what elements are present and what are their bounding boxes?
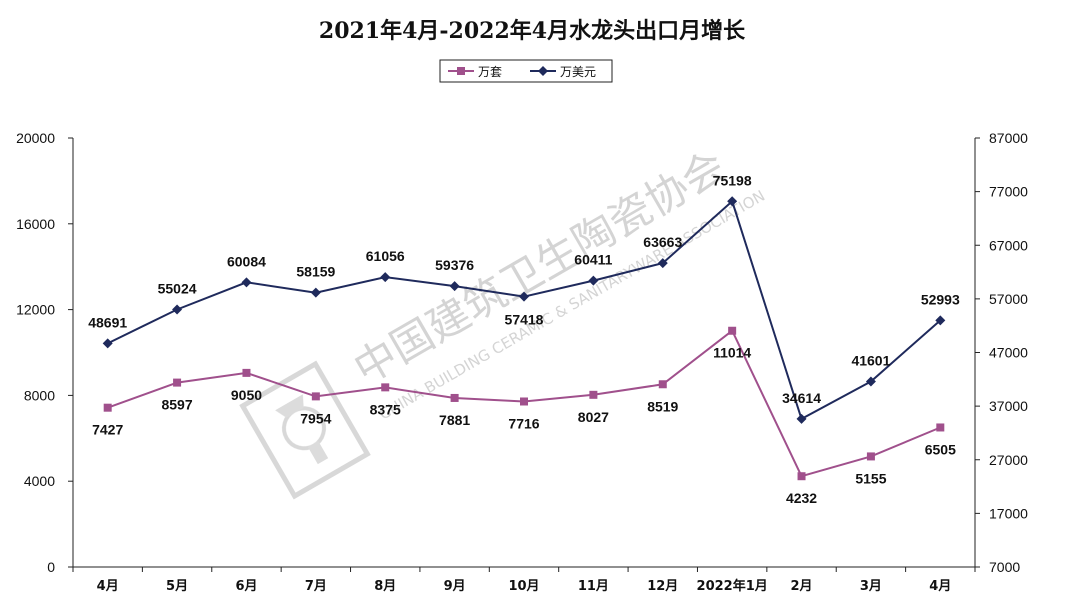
x-tick-label: 2022年1月 bbox=[697, 578, 768, 594]
data-label: 5155 bbox=[855, 470, 886, 486]
data-label: 61056 bbox=[366, 248, 405, 264]
x-tick-label: 5月 bbox=[166, 579, 188, 594]
data-label: 63663 bbox=[643, 234, 682, 250]
series-0-point bbox=[381, 383, 390, 392]
y-left-tick-label: 16000 bbox=[16, 216, 55, 232]
data-label: 60084 bbox=[227, 253, 266, 269]
y-right-tick-label: 7000 bbox=[989, 559, 1020, 575]
series-1-point bbox=[310, 287, 321, 298]
y-left-tick-label: 12000 bbox=[16, 302, 55, 318]
data-label: 59376 bbox=[435, 257, 474, 273]
series-1-point bbox=[935, 315, 946, 326]
x-tick-label: 6月 bbox=[235, 579, 257, 594]
x-tick-label: 2月 bbox=[791, 579, 813, 594]
x-tick-label: 7月 bbox=[305, 579, 327, 594]
data-label: 34614 bbox=[782, 390, 821, 406]
data-label: 58159 bbox=[296, 264, 335, 280]
series-1-point bbox=[865, 376, 876, 387]
y-right-tick-label: 27000 bbox=[989, 452, 1028, 468]
data-labels: 7427 8597 9050 7954 8375 7881 7716 8027 8519 1101… bbox=[88, 172, 960, 506]
data-label: 48691 bbox=[88, 314, 127, 330]
legend-label-1: 万美元 bbox=[560, 65, 596, 79]
x-tick-label: 8月 bbox=[374, 579, 396, 594]
series-0-point bbox=[311, 392, 320, 401]
chart-title: 2021年4月-2022年4月水龙头出口月增长 bbox=[319, 18, 746, 44]
data-label: 57418 bbox=[505, 312, 544, 328]
series-0-point bbox=[173, 378, 182, 387]
data-label: 41601 bbox=[851, 352, 890, 368]
data-label: 4232 bbox=[786, 490, 817, 506]
series-1-point bbox=[657, 258, 668, 269]
legend-marker-1 bbox=[538, 66, 548, 76]
series-1-point bbox=[796, 413, 807, 424]
series-1-point bbox=[519, 291, 529, 302]
data-label: 6505 bbox=[925, 441, 956, 457]
watermark-logo-frame bbox=[239, 360, 371, 500]
y-right-tick-label: 57000 bbox=[989, 291, 1028, 307]
data-label: 75198 bbox=[713, 172, 752, 188]
data-label: 9050 bbox=[231, 387, 262, 403]
series-1-point bbox=[588, 275, 599, 286]
y-right-tick-label: 87000 bbox=[989, 130, 1028, 146]
watermark-logo-mark bbox=[275, 394, 329, 465]
series-0-point bbox=[658, 380, 667, 389]
legend-marker-0 bbox=[457, 67, 465, 75]
y-right-tick-label: 17000 bbox=[989, 505, 1028, 521]
series-0-point bbox=[242, 368, 251, 377]
x-tick-label: 10月 bbox=[508, 579, 539, 594]
series-0-point bbox=[450, 393, 459, 402]
data-label: 8519 bbox=[647, 398, 678, 414]
y-right-tick-label: 77000 bbox=[989, 184, 1028, 200]
series-1-point bbox=[241, 277, 252, 288]
x-tick-label: 3月 bbox=[860, 579, 882, 594]
data-label: 8375 bbox=[370, 401, 401, 417]
y-left-tick-label: 8000 bbox=[24, 387, 55, 403]
series-1-point bbox=[449, 281, 460, 292]
series-0-point bbox=[589, 390, 598, 399]
series-0-point bbox=[797, 472, 806, 481]
series-0-point bbox=[936, 423, 945, 432]
y-right-tick-label: 67000 bbox=[989, 237, 1028, 253]
data-label: 7716 bbox=[508, 415, 539, 431]
data-label: 11014 bbox=[713, 345, 751, 361]
y-left-tick-label: 20000 bbox=[16, 130, 55, 146]
series-1-point bbox=[172, 304, 183, 315]
series-1-point bbox=[727, 196, 738, 207]
x-tick-label: 12月 bbox=[647, 579, 678, 594]
series-layer bbox=[102, 196, 946, 481]
y-left-tick-label: 0 bbox=[47, 559, 55, 575]
data-label: 60411 bbox=[574, 252, 612, 268]
data-label: 55024 bbox=[158, 280, 197, 296]
y-left-tick-label: 4000 bbox=[24, 473, 55, 489]
data-label: 8027 bbox=[578, 409, 609, 425]
series-1-point bbox=[380, 272, 391, 283]
data-label: 7881 bbox=[439, 412, 470, 428]
legend-label-0: 万套 bbox=[478, 65, 502, 79]
series-0-point bbox=[103, 403, 112, 412]
x-tick-label: 11月 bbox=[578, 579, 609, 594]
data-label: 52993 bbox=[921, 291, 960, 307]
axes: 0 4000 8000 12000 16000 20000 7000 17000 27000 37… bbox=[16, 130, 1028, 594]
data-label: 7427 bbox=[92, 422, 123, 438]
series-0-point bbox=[520, 397, 528, 406]
data-label: 7954 bbox=[300, 410, 331, 426]
y-right-tick-label: 47000 bbox=[989, 345, 1028, 361]
x-tick-label: 9月 bbox=[444, 579, 466, 594]
x-tick-label: 4月 bbox=[97, 579, 119, 594]
x-tick-label: 4月 bbox=[929, 579, 951, 594]
series-1-point bbox=[102, 338, 113, 349]
series-0-point bbox=[728, 326, 737, 335]
y-right-tick-label: 37000 bbox=[989, 398, 1028, 414]
data-label: 8597 bbox=[161, 397, 192, 413]
legend-box bbox=[439, 59, 613, 83]
legend: 万套 万美元 bbox=[439, 59, 613, 83]
series-0-point bbox=[866, 452, 875, 461]
watermark-cn: 中国建筑卫生陶瓷协会 bbox=[346, 141, 734, 393]
